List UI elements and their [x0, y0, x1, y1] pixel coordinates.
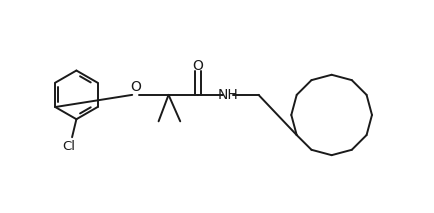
Text: O: O	[130, 80, 141, 94]
Text: NH: NH	[217, 88, 238, 102]
Text: O: O	[192, 59, 203, 73]
Text: Cl: Cl	[62, 140, 75, 153]
